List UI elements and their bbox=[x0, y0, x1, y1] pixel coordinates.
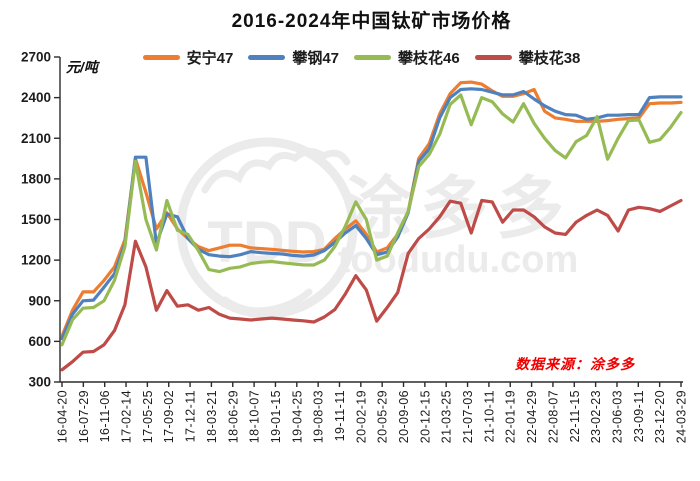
x-tick-label-18-06-29: 18-06-29 bbox=[226, 390, 240, 443]
x-tick-label-21-03-25: 21-03-25 bbox=[440, 390, 454, 443]
y-tick-label-2700: 2700 bbox=[21, 50, 51, 65]
x-tick-label-17-09-02: 17-09-02 bbox=[162, 390, 176, 443]
series-line-3 bbox=[60, 198, 683, 372]
x-tick-label-22-11-15: 22-11-15 bbox=[568, 390, 582, 442]
x-tick-label-23-09-11: 23-09-11 bbox=[632, 390, 646, 442]
x-tick-label-23-06-03: 23-06-03 bbox=[610, 390, 624, 443]
y-tick-label-2400: 2400 bbox=[21, 90, 51, 105]
x-tick-label-19-04-25: 19-04-25 bbox=[290, 390, 304, 443]
legend-swatch-icon bbox=[354, 55, 391, 60]
y-tick-label-600: 600 bbox=[28, 334, 51, 349]
y-axis-unit-label: 元/吨 bbox=[66, 59, 98, 75]
x-tick-label-17-05-25: 17-05-25 bbox=[141, 390, 155, 443]
legend-label-2: 攀枝花46 bbox=[398, 50, 460, 67]
x-tick-label-22-04-29: 22-04-29 bbox=[525, 390, 539, 443]
y-tick-label-300: 300 bbox=[28, 375, 51, 390]
legend-label-1: 攀钢47 bbox=[292, 50, 339, 67]
y-tick-label-1200: 1200 bbox=[21, 253, 51, 268]
watermark-brand: 涂多多 bbox=[344, 171, 572, 247]
legend-item-1: 攀钢47 bbox=[248, 47, 339, 68]
legend-item-0: 安宁47 bbox=[142, 47, 234, 68]
legend-swatch-icon bbox=[474, 55, 512, 60]
x-tick-label-24-03-29: 24-03-29 bbox=[675, 390, 689, 443]
chart-legend: 安宁47 攀钢47 攀枝花46 攀枝花38 bbox=[40, 47, 683, 68]
x-tick-label-20-02-19: 20-02-19 bbox=[354, 390, 368, 443]
x-tick-label-20-09-06: 20-09-06 bbox=[397, 390, 411, 443]
x-tick-label-19-01-15: 19-01-15 bbox=[269, 390, 283, 443]
y-tick-label-1500: 1500 bbox=[21, 212, 51, 227]
series-line-1 bbox=[60, 87, 683, 341]
legend-label-3: 攀枝花38 bbox=[518, 50, 581, 67]
legend-item-2: 攀枝花46 bbox=[354, 47, 460, 68]
data-source-note: 数据来源：涂多多 bbox=[515, 356, 635, 372]
x-tick-label-17-12-11: 17-12-11 bbox=[184, 390, 198, 442]
chart-title: 2016-2024年中国钛矿市场价格 bbox=[231, 11, 512, 32]
x-tick-label-16-04-20: 16-04-20 bbox=[56, 390, 70, 443]
y-tick-label-900: 900 bbox=[28, 293, 51, 308]
x-tick-label-22-01-19: 22-01-19 bbox=[504, 390, 518, 443]
x-tick-label-22-08-07: 22-08-07 bbox=[546, 390, 560, 443]
x-tick-label-16-11-06: 16-11-06 bbox=[98, 390, 112, 442]
x-tick-label-16-07-29: 16-07-29 bbox=[77, 390, 91, 443]
x-tick-label-19-11-11: 19-11-11 bbox=[333, 390, 347, 441]
x-tick-label-18-10-07: 18-10-07 bbox=[248, 390, 262, 443]
x-tick-label-21-10-11: 21-10-11 bbox=[482, 390, 496, 442]
y-tick-label-2100: 2100 bbox=[21, 131, 51, 146]
x-tick-label-19-08-03: 19-08-03 bbox=[312, 390, 326, 443]
legend-item-3: 攀枝花38 bbox=[474, 47, 581, 68]
x-tick-label-18-03-21: 18-03-21 bbox=[205, 390, 219, 443]
x-tick-label-23-12-20: 23-12-20 bbox=[653, 390, 667, 443]
x-tick-label-21-07-03: 21-07-03 bbox=[461, 390, 475, 443]
y-tick-label-1800: 1800 bbox=[21, 171, 51, 186]
legend-swatch-icon bbox=[142, 55, 180, 60]
x-tick-label-20-05-29: 20-05-29 bbox=[376, 390, 390, 443]
x-tick-label-23-02-23: 23-02-23 bbox=[589, 390, 603, 443]
x-tick-label-17-02-14: 17-02-14 bbox=[120, 390, 134, 443]
legend-swatch-icon bbox=[248, 55, 286, 60]
legend-label-0: 安宁47 bbox=[186, 50, 234, 67]
series-line-2 bbox=[60, 93, 683, 347]
x-tick-label-20-12-15: 20-12-15 bbox=[418, 390, 432, 443]
